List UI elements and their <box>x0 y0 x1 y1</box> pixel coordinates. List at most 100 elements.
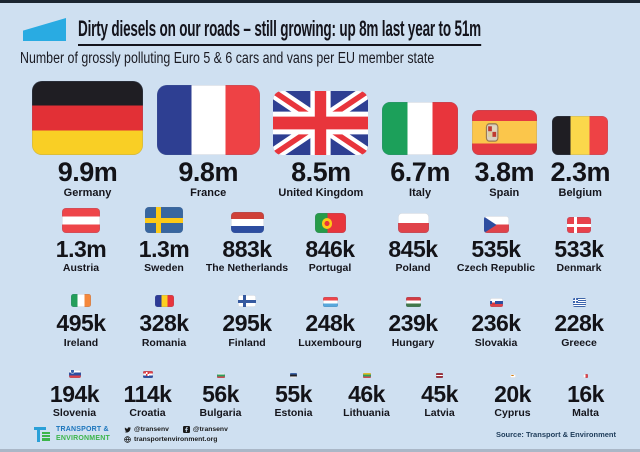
country-cell-bulgaria: 56k Bulgaria <box>184 370 257 419</box>
country-name: Cyprus <box>494 406 531 419</box>
estonia-flag-icon <box>290 372 297 378</box>
source-text: Source: Transport & Environment <box>495 430 616 440</box>
spain-flag-icon <box>471 110 537 155</box>
globe-icon <box>124 436 131 444</box>
country-value: 6.7m <box>390 157 450 187</box>
country-value: 55k <box>275 380 312 407</box>
romania-flag-icon <box>154 295 174 308</box>
country-name: Finland <box>228 336 266 349</box>
flagbox-sweden <box>145 207 183 234</box>
country-value: 1.3m <box>138 236 190 263</box>
france-flag-icon <box>156 85 260 155</box>
country-cell-sweden: 1.3m Sweden <box>123 207 206 274</box>
bulgaria-flag-icon <box>216 372 225 378</box>
portugal-flag-icon <box>314 213 346 234</box>
country-cell-slovakia: 236k Slovakia <box>455 294 538 349</box>
country-grid: 9.9m Germany 9.8m France 8.5m United Kingdom… <box>0 80 640 419</box>
country-name: Denmark <box>556 262 602 275</box>
twitter-handle: @transenv <box>133 425 169 433</box>
sweden-flag-icon <box>145 207 183 234</box>
country-row-1: 9.9m Germany 9.8m France 8.5m United Kingdom… <box>0 80 640 199</box>
poland-flag-icon <box>397 213 429 234</box>
country-cell-hungary: 239k Hungary <box>372 294 455 349</box>
country-name: Romania <box>141 336 187 349</box>
flagbox-italy <box>382 80 459 155</box>
footer: TRANSPORT & ENVIRONMENT @transenv @trans… <box>34 425 616 445</box>
country-cell-spain: 3.8m Spain <box>471 80 537 200</box>
flagbox-spain <box>471 80 537 155</box>
social-links: @transenv @transenv transportenvironment… <box>124 425 228 445</box>
country-value: 194k <box>49 380 100 407</box>
title-row: Dirty diesels on our roads – still growi… <box>20 16 640 46</box>
flagbox-czech-republic <box>483 207 509 234</box>
country-name: Czech Republic <box>456 262 536 275</box>
flagbox-france <box>156 80 260 155</box>
country-value: 45k <box>421 380 458 407</box>
country-name: Germany <box>63 187 112 200</box>
country-value: 295k <box>222 310 272 337</box>
country-value: 20k <box>494 380 531 407</box>
country-name: Greece <box>561 336 597 349</box>
country-name: Portugal <box>308 262 352 275</box>
croatia-flag-icon <box>142 370 153 378</box>
country-name: Malta <box>572 406 599 419</box>
flagbox-denmark <box>567 207 591 234</box>
slovenia-flag-icon <box>68 369 81 378</box>
austria-flag-icon <box>62 208 100 234</box>
country-value: 114k <box>123 380 172 407</box>
top-border <box>0 0 640 3</box>
country-name: Luxembourg <box>298 336 362 349</box>
website-url: transportenvironment.org <box>133 435 218 443</box>
country-value: 9.9m <box>57 157 118 187</box>
country-name: Lithuania <box>343 406 390 419</box>
country-name: Italy <box>409 187 432 200</box>
country-cell-ireland: 495k Ireland <box>40 294 123 349</box>
the-netherlands-flag-icon <box>230 212 264 234</box>
flagbox-greece <box>572 294 586 308</box>
bottom-border <box>0 449 640 452</box>
country-cell-italy: 6.7m Italy <box>382 80 459 200</box>
country-name: Poland <box>395 262 431 275</box>
country-value: 535k <box>471 236 521 263</box>
country-cell-estonia: 55k Estonia <box>257 370 330 419</box>
flagbox-austria <box>62 207 100 234</box>
country-cell-slovenia: 194k Slovenia <box>38 369 111 419</box>
country-row-2: 1.3m Austria 1.3m Sweden 883k The Netherlands… <box>0 207 640 274</box>
country-cell-belgium: 2.3m Belgium <box>550 80 610 199</box>
country-value: 248k <box>305 310 355 337</box>
country-value: 495k <box>56 310 106 337</box>
hungary-flag-icon <box>405 297 421 308</box>
country-name: Hungary <box>391 336 435 349</box>
country-value: 56k <box>202 380 239 407</box>
country-cell-portugal: 846k Portugal <box>289 207 372 274</box>
country-value: 8.5m <box>291 157 351 187</box>
country-name: Slovakia <box>474 336 518 349</box>
twitter-icon <box>124 427 131 433</box>
country-value: 845k <box>388 236 438 263</box>
country-value: 328k <box>139 310 189 337</box>
ireland-flag-icon <box>71 294 91 308</box>
slovakia-flag-icon <box>489 298 503 308</box>
logo-line-environment: ENVIRONMENT <box>56 434 110 442</box>
country-value: 533k <box>554 236 604 263</box>
country-cell-latvia: 45k Latvia <box>403 370 476 419</box>
flagbox-lithuania <box>362 370 371 378</box>
country-name: Belgium <box>558 187 602 200</box>
flagbox-latvia <box>436 370 443 378</box>
country-value: 228k <box>554 310 604 337</box>
country-value: 236k <box>471 310 521 337</box>
country-name: Bulgaria <box>199 406 242 419</box>
flagbox-malta <box>583 370 588 378</box>
country-cell-germany: 9.9m Germany <box>32 80 143 199</box>
country-value: 239k <box>388 310 438 337</box>
country-value: 2.3m <box>550 157 610 187</box>
flagbox-slovakia <box>489 294 503 308</box>
country-name: Estonia <box>274 406 313 419</box>
czech-republic-flag-icon <box>483 216 509 234</box>
country-name: Spain <box>489 187 520 200</box>
country-name: United Kingdom <box>278 187 364 200</box>
flagbox-poland <box>397 207 429 234</box>
transport-environment-logo-icon <box>34 427 51 443</box>
page-title: Dirty diesels on our roads – still growi… <box>78 16 481 46</box>
